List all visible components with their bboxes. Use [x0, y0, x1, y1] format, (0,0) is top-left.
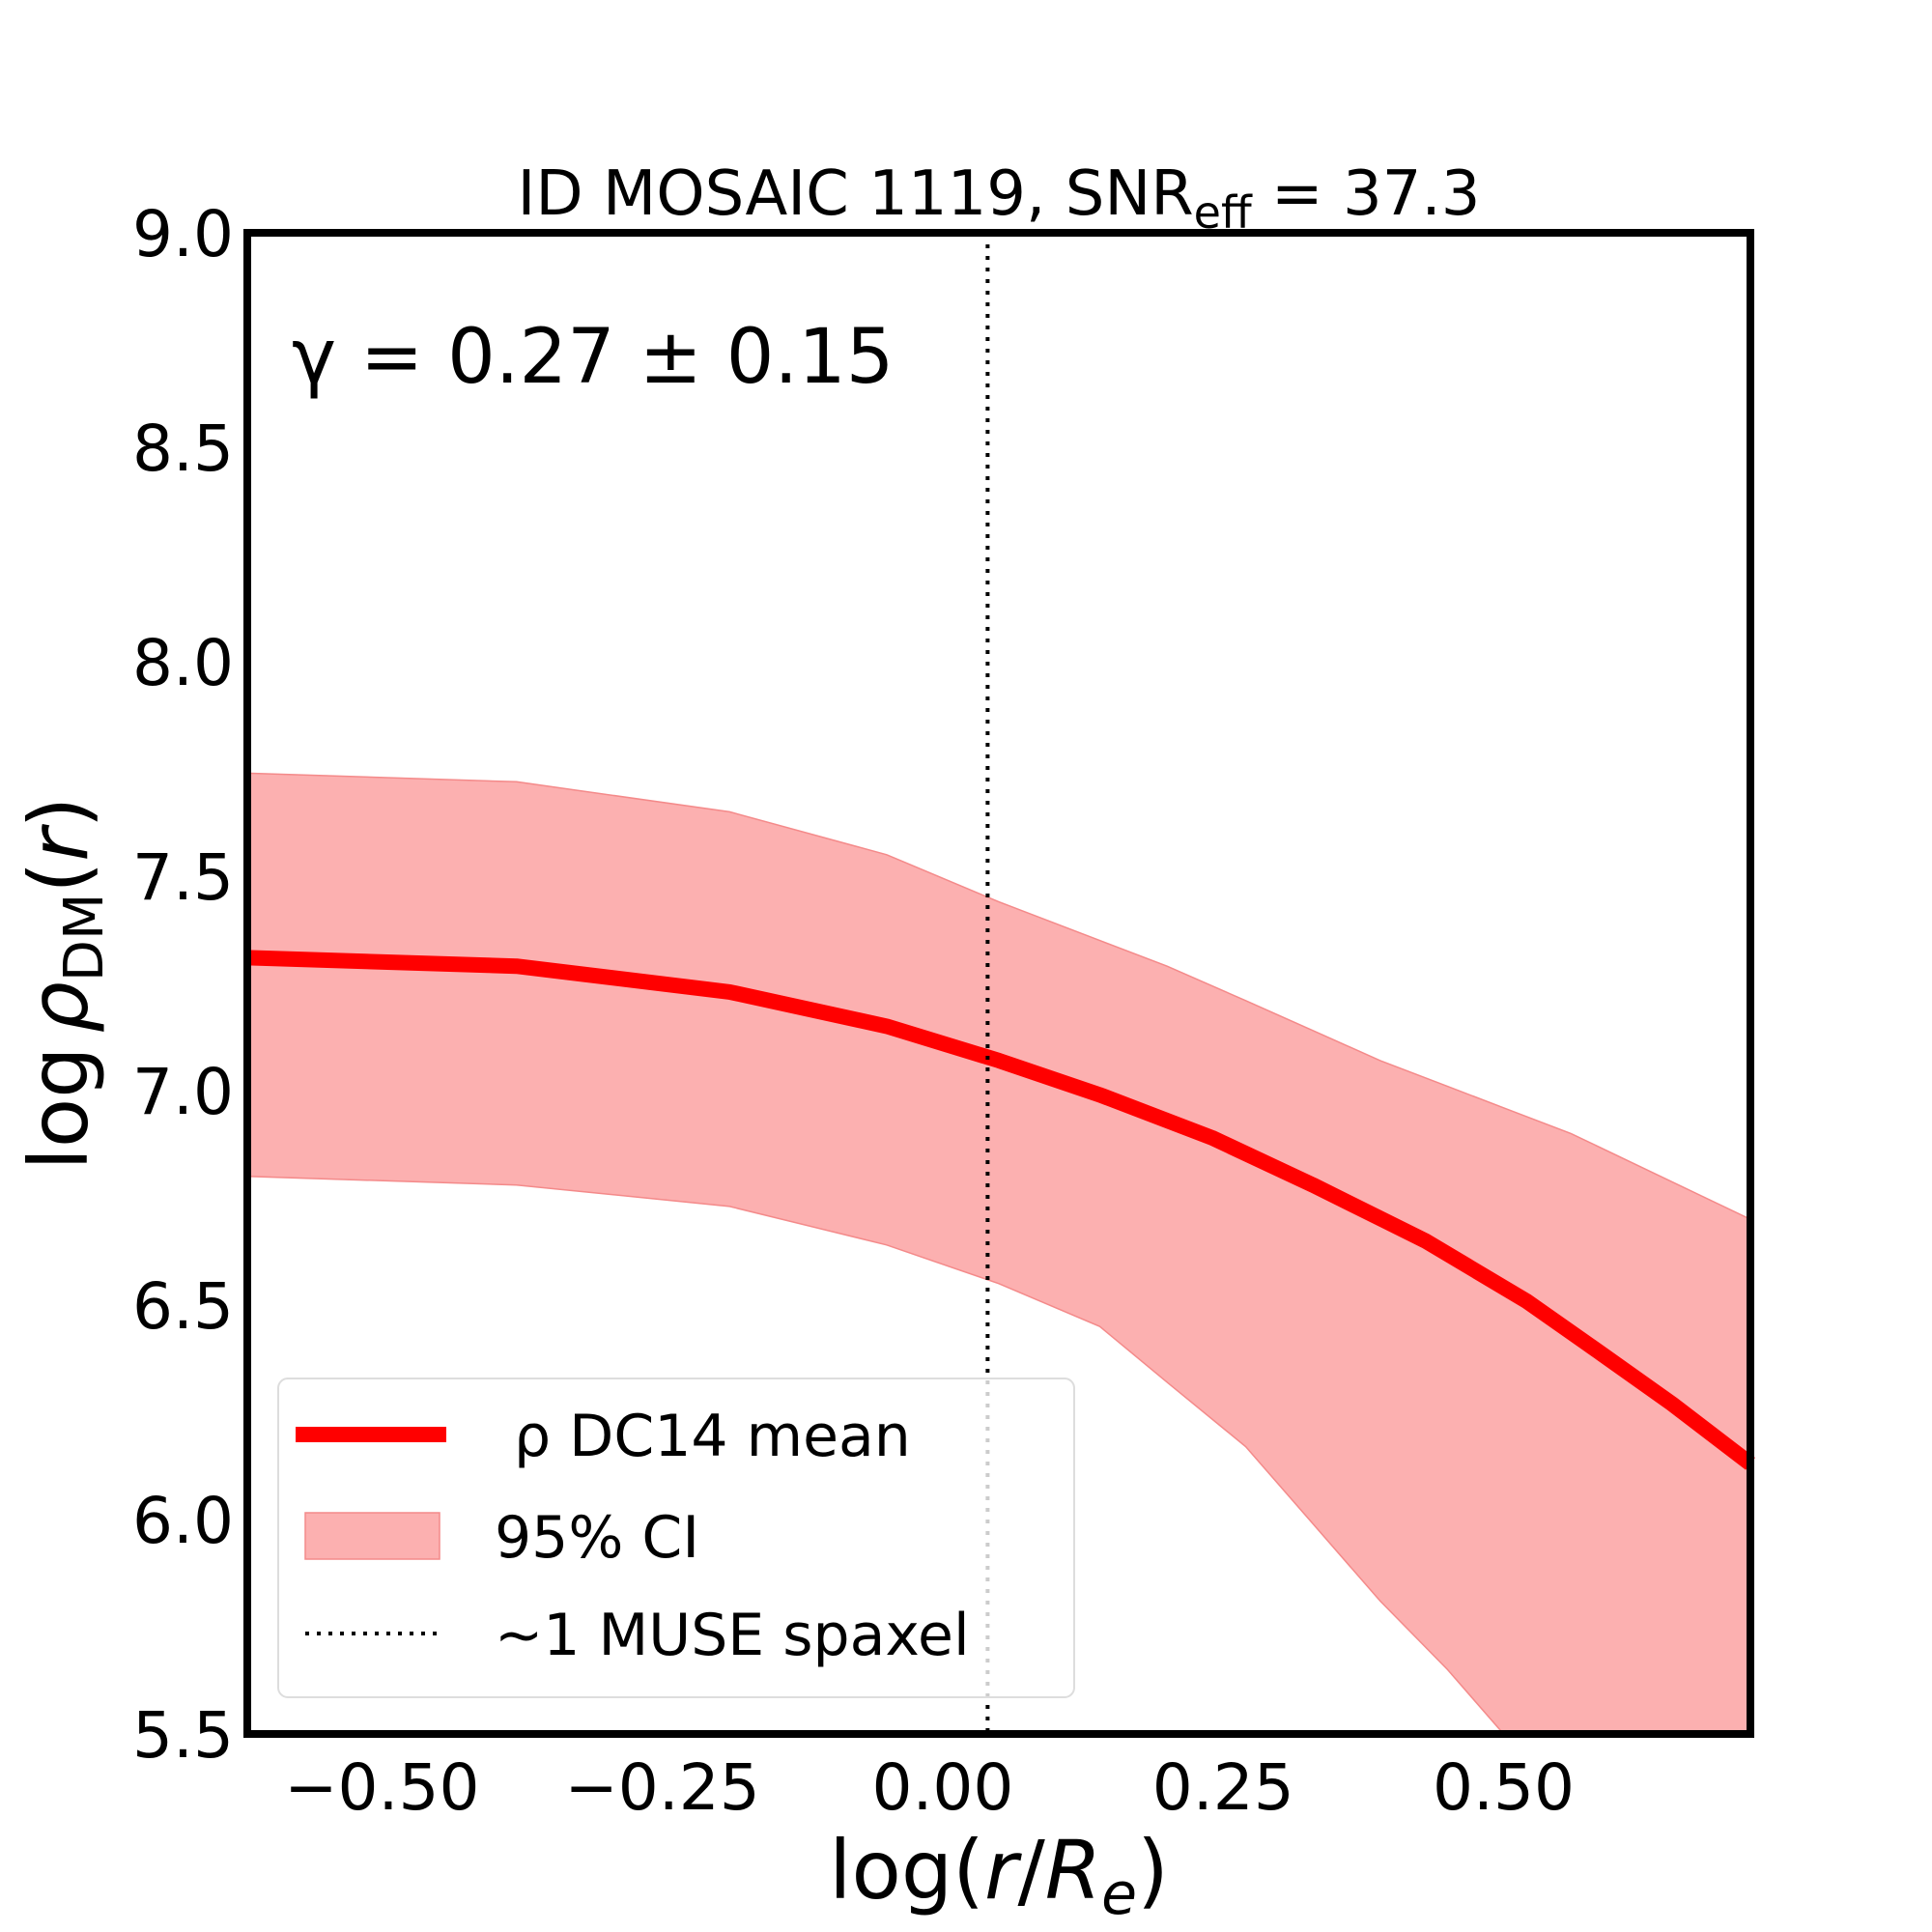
x-tick-label: 0.25 [1152, 1750, 1294, 1825]
x-tick-label: −0.25 [565, 1750, 760, 1825]
legend-spaxel-label: ~1 MUSE spaxel [495, 1602, 970, 1669]
y-tick-label: 8.5 [132, 412, 234, 486]
mean-line [246, 950, 1755, 1470]
y-tick-label: 7.0 [132, 1055, 234, 1129]
y-tick-label: 9.0 [132, 197, 234, 271]
y-axis-label: logρDM(r) [12, 797, 116, 1171]
x-tick-label: −0.50 [284, 1750, 479, 1825]
axes-frame [243, 229, 1754, 1738]
legend-ci-label: 95% CI [495, 1504, 699, 1572]
y-tick-label: 6.5 [132, 1269, 234, 1344]
y-tick-label: 8.0 [132, 626, 234, 700]
legend-mean-label: ρ DC14 mean [514, 1403, 911, 1470]
y-tick-label: 5.5 [132, 1698, 234, 1773]
x-tick-labels: −0.50 −0.25 0.00 0.25 0.50 [284, 1750, 1575, 1825]
gamma-annotation: γ = 0.27 ± 0.15 [292, 314, 894, 401]
chart-title: ID MOSAIC 1119, SNReff = 37.3 [518, 158, 1481, 239]
x-tick-label: 0.00 [871, 1750, 1013, 1825]
legend-ci-swatch [304, 1512, 440, 1560]
y-tick-label: 7.5 [132, 840, 234, 915]
y-tick-labels: 5.5 6.0 6.5 7.0 7.5 8.0 8.5 9.0 [132, 197, 234, 1773]
x-axis-label: log(r/Re) [829, 1823, 1169, 1928]
legend-box [277, 1378, 1075, 1698]
x-tick-label: 0.50 [1433, 1750, 1575, 1825]
y-tick-label: 6.0 [132, 1484, 234, 1558]
legend: ρ DC14 mean 95% CI ~1 MUSE spaxel [277, 1378, 1075, 1698]
